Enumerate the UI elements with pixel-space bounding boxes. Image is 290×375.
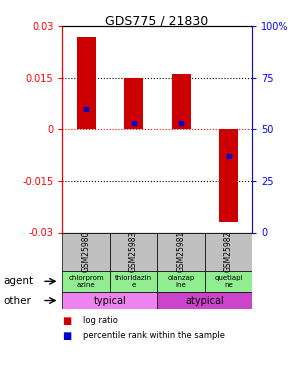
Bar bbox=[110, 271, 157, 292]
Text: other: other bbox=[3, 296, 31, 306]
Bar bbox=[157, 271, 205, 292]
Text: typical: typical bbox=[93, 296, 126, 306]
Text: GSM25980: GSM25980 bbox=[81, 231, 90, 272]
Text: percentile rank within the sample: percentile rank within the sample bbox=[83, 331, 225, 340]
Text: GDS775 / 21830: GDS775 / 21830 bbox=[105, 15, 208, 28]
Bar bbox=[157, 292, 252, 309]
Text: agent: agent bbox=[3, 276, 33, 286]
Bar bbox=[62, 292, 157, 309]
Bar bbox=[62, 232, 110, 271]
Text: ■: ■ bbox=[62, 316, 72, 326]
Bar bbox=[205, 232, 252, 271]
Bar bbox=[62, 271, 110, 292]
Bar bbox=[205, 271, 252, 292]
Text: ■: ■ bbox=[62, 331, 72, 340]
Bar bbox=[219, 129, 238, 222]
Bar bbox=[110, 232, 157, 271]
Bar bbox=[172, 74, 191, 129]
Bar bbox=[124, 78, 143, 129]
Text: quetiapi
ne: quetiapi ne bbox=[214, 275, 243, 288]
Text: GSM25983: GSM25983 bbox=[129, 231, 138, 272]
Bar bbox=[77, 37, 96, 129]
Bar bbox=[157, 232, 205, 271]
Text: log ratio: log ratio bbox=[83, 316, 117, 325]
Text: thioridazin
e: thioridazin e bbox=[115, 275, 152, 288]
Text: chlorprom
azine: chlorprom azine bbox=[68, 275, 104, 288]
Text: GSM25981: GSM25981 bbox=[177, 231, 186, 272]
Text: atypical: atypical bbox=[185, 296, 224, 306]
Text: GSM25982: GSM25982 bbox=[224, 231, 233, 272]
Text: olanzap
ine: olanzap ine bbox=[167, 275, 195, 288]
